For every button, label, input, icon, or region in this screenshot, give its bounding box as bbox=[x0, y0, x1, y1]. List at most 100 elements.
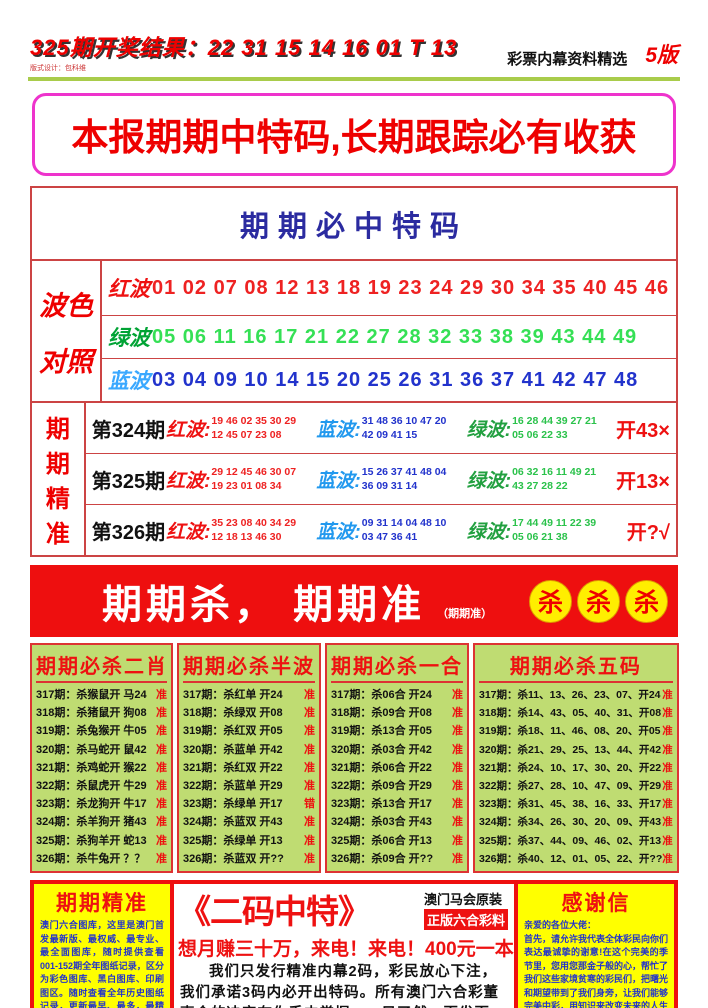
kill-row-text: 319期：杀红双 开05 bbox=[183, 725, 283, 738]
kill-row-text: 325期：杀狗羊开 蛇13 bbox=[36, 834, 147, 847]
precise-rows: 第324期 红波: 19 46 02 35 30 29 12 45 07 23 … bbox=[85, 403, 676, 555]
blue-numbers: 09 31 14 04 48 10 03 47 36 41 bbox=[362, 516, 466, 544]
kill-row-mark: 准 bbox=[304, 852, 315, 865]
kill-row: 321期：杀24、10、17、30、20、开22 准 bbox=[479, 759, 673, 777]
kill-row: 317期：杀11、13、26、23、07、开24 准 bbox=[479, 686, 673, 704]
kill-row-text: 323期：杀绿单 开17 bbox=[183, 798, 283, 811]
kill-row-mark: 准 bbox=[452, 816, 463, 829]
kill-row-mark: 准 bbox=[452, 761, 463, 774]
kill-row: 319期：杀红双 开05 准 bbox=[183, 722, 315, 740]
kill-row-mark: 准 bbox=[662, 761, 673, 774]
row-result: 开43× bbox=[616, 419, 670, 442]
kill-column-title: 期期必杀二肖 bbox=[36, 647, 167, 683]
side-label-line: 对照 bbox=[39, 346, 93, 377]
numbers-line: 19 46 02 35 30 29 bbox=[211, 414, 297, 427]
must-win-table: 期期必中特码 波色 对照 红波 01 02 07 08 12 13 18 19 … bbox=[30, 186, 678, 557]
numbers-line: 09 31 14 04 48 10 bbox=[361, 516, 447, 529]
kill-row-text: 320期：杀蓝单 开42 bbox=[183, 743, 283, 756]
kill-row: 326期：杀蓝双 开?? 准 bbox=[183, 850, 315, 868]
kill-row: 318期：杀猪鼠开 狗08 准 bbox=[36, 704, 167, 722]
kill-row-text: 317期：杀红单 开24 bbox=[183, 689, 283, 701]
kill-column-title: 期期必杀五码 bbox=[479, 647, 673, 683]
kill-row-text: 324期：杀羊狗开 猪43 bbox=[36, 816, 147, 829]
red-wave-label: 红波: bbox=[166, 470, 211, 492]
bottom-right-body: 亲爱的各位大佬： 首先，请允许我代表全体彩民向你们表达最诚挚的谢意!在这个完美的… bbox=[524, 920, 669, 1008]
ad-tag-genuine: 正版六合彩料 bbox=[423, 908, 508, 930]
numbers-line: 29 12 45 46 30 07 bbox=[211, 465, 297, 478]
kill-row: 324期：杀03合 开43 准 bbox=[331, 813, 463, 831]
kill-row-mark: 准 bbox=[662, 816, 673, 829]
side-label-char: 期 bbox=[45, 451, 70, 478]
green-wave-row: 绿波 05 06 11 16 17 21 22 27 28 32 33 38 3… bbox=[102, 316, 676, 359]
kill-row-mark: 准 bbox=[452, 743, 463, 756]
bottom-strip: 期期精准 澳门六合图库，这里是澳门首发最新版、最权威、最专业、最全面图库，随时提… bbox=[30, 880, 678, 1008]
numbers-line: 43 27 28 22 bbox=[512, 480, 568, 492]
kill-row-text: 317期：杀猴鼠开 马24 bbox=[36, 689, 147, 701]
kill-row-text: 318期：杀09合 开08 bbox=[331, 707, 432, 720]
kill-row: 325期：杀37、44、09、46、02、开13 准 bbox=[479, 832, 673, 850]
kill-row-text: 325期：杀绿单 开13 bbox=[183, 834, 283, 847]
kill-row: 325期：杀绿单 开13 准 bbox=[183, 832, 315, 850]
precise-row-324: 第324期 红波: 19 46 02 35 30 29 12 45 07 23 … bbox=[85, 403, 676, 454]
kill-row-text: 322期：杀蓝单 开29 bbox=[183, 780, 283, 793]
kill-column-zodiac: 期期必杀二肖 317期：杀猴鼠开 马24 准 318期：杀猪鼠开 狗08 准 319… bbox=[30, 643, 173, 874]
kill-row-text: 322期：杀鼠虎开 牛29 bbox=[36, 780, 147, 793]
kill-row-text: 325期：杀37、44、09、46、02、开13 bbox=[479, 834, 662, 847]
wave-numbers: 05 06 11 16 17 21 22 27 28 32 33 38 39 4… bbox=[152, 325, 638, 348]
bottom-right-title: 感谢信 bbox=[561, 892, 631, 916]
kill-row-mark: 准 bbox=[304, 816, 315, 829]
kill-column-halfwave: 期期必杀半波 317期：杀红单 开24 准 318期：杀绿双 开08 准 319期：… bbox=[177, 643, 321, 874]
kill-row-text: 323期：杀31、45、38、16、33、开17 bbox=[479, 798, 662, 811]
bottom-left-body: 澳门六合图库，这里是澳门首发最新版、最权威、最专业、最全面图库，随时提供查看00… bbox=[40, 920, 164, 1008]
wave-name: 蓝波 bbox=[108, 370, 150, 393]
kill-row: 320期：杀蓝单 开42 准 bbox=[183, 741, 315, 759]
wave-rows: 红波 01 02 07 08 12 13 18 19 23 24 29 30 3… bbox=[102, 261, 676, 401]
kill-row-mark: 准 bbox=[304, 780, 315, 793]
kill-column-fivecodes: 期期必杀五码 317期：杀11、13、26、23、07、开24 准 318期：杀1… bbox=[473, 643, 679, 874]
green-numbers: 16 28 44 39 27 21 05 06 22 33 bbox=[512, 414, 616, 442]
kill-row-mark: 准 bbox=[662, 780, 673, 793]
kill-row-text: 320期：杀21、29、25、13、44、开42 bbox=[479, 743, 662, 756]
numbers-line: 12 45 07 23 08 bbox=[211, 429, 282, 441]
kill-row-text: 318期：杀猪鼠开 狗08 bbox=[36, 707, 147, 720]
kill-row-text: 323期：杀13合 开17 bbox=[331, 798, 432, 811]
kill-row: 318期：杀09合 开08 准 bbox=[331, 704, 463, 722]
kill-row: 323期：杀31、45、38、16、33、开17 准 bbox=[479, 795, 673, 813]
kill-row: 324期：杀蓝双 开43 准 bbox=[183, 813, 315, 831]
kill-column-title: 期期必杀半波 bbox=[183, 647, 315, 683]
slogan-banner: 本报期期中特码,长期跟踪必有收获 bbox=[32, 93, 676, 176]
kill-row-text: 319期：杀18、11、46、08、20、开05 bbox=[479, 725, 661, 738]
kill-row-mark: 准 bbox=[304, 743, 315, 756]
bottom-right-box: 感谢信 亲爱的各位大佬： 首先，请允许我代表全体彩民向你们表达最诚挚的谢意!在这… bbox=[518, 884, 674, 1008]
kill-row-mark: 准 bbox=[662, 798, 673, 811]
kill-badge-icon: 杀 bbox=[625, 579, 668, 623]
kill-column-sum: 期期必杀一合 317期：杀06合 开24 准 318期：杀09合 开08 准 319… bbox=[325, 643, 469, 874]
period-label: 第324期 bbox=[91, 419, 166, 442]
kill-row-text: 317期：杀11、13、26、23、07、开24 bbox=[479, 689, 661, 701]
kill-row-mark: 准 bbox=[662, 707, 673, 720]
kill-row: 319期：杀13合 开05 准 bbox=[331, 722, 463, 740]
blue-numbers: 31 48 36 10 47 20 42 09 41 15 bbox=[362, 414, 466, 442]
kill-row-mark: 准 bbox=[156, 852, 167, 865]
kill-row: 317期：杀红单 开24 准 bbox=[183, 686, 315, 704]
wave-color-section: 波色 对照 红波 01 02 07 08 12 13 18 19 23 24 2… bbox=[32, 261, 676, 403]
numbers-line: 12 18 13 46 30 bbox=[211, 531, 282, 543]
precise-row-325: 第325期 红波: 29 12 45 46 30 07 19 23 01 08 … bbox=[85, 454, 676, 505]
kill-row-mark: 准 bbox=[452, 780, 463, 793]
kill-row-mark: 准 bbox=[304, 707, 315, 720]
blue-wave-label: 蓝波: bbox=[316, 470, 361, 492]
green-wave-label: 绿波: bbox=[466, 419, 512, 441]
kill-banner: 期期杀， 期期准 （期期准） 杀 杀 杀 bbox=[30, 565, 678, 637]
page-subtitle: 彩票内幕资料精选 bbox=[507, 51, 628, 68]
numbers-line: 15 26 37 41 48 04 bbox=[361, 465, 447, 478]
kill-row-text: 324期：杀蓝双 开43 bbox=[183, 816, 283, 829]
kill-row-mark: 准 bbox=[662, 852, 673, 865]
kill-row-text: 322期：杀09合 开29 bbox=[331, 780, 432, 793]
kill-row-mark: 准 bbox=[662, 689, 673, 701]
kill-row-mark: 准 bbox=[662, 834, 673, 847]
kill-row-text: 319期：杀13合 开05 bbox=[331, 725, 432, 738]
red-wave-label: 红波: bbox=[166, 419, 211, 441]
green-wave-label: 绿波: bbox=[466, 470, 512, 492]
kill-row: 322期：杀09合 开29 准 bbox=[331, 777, 463, 795]
